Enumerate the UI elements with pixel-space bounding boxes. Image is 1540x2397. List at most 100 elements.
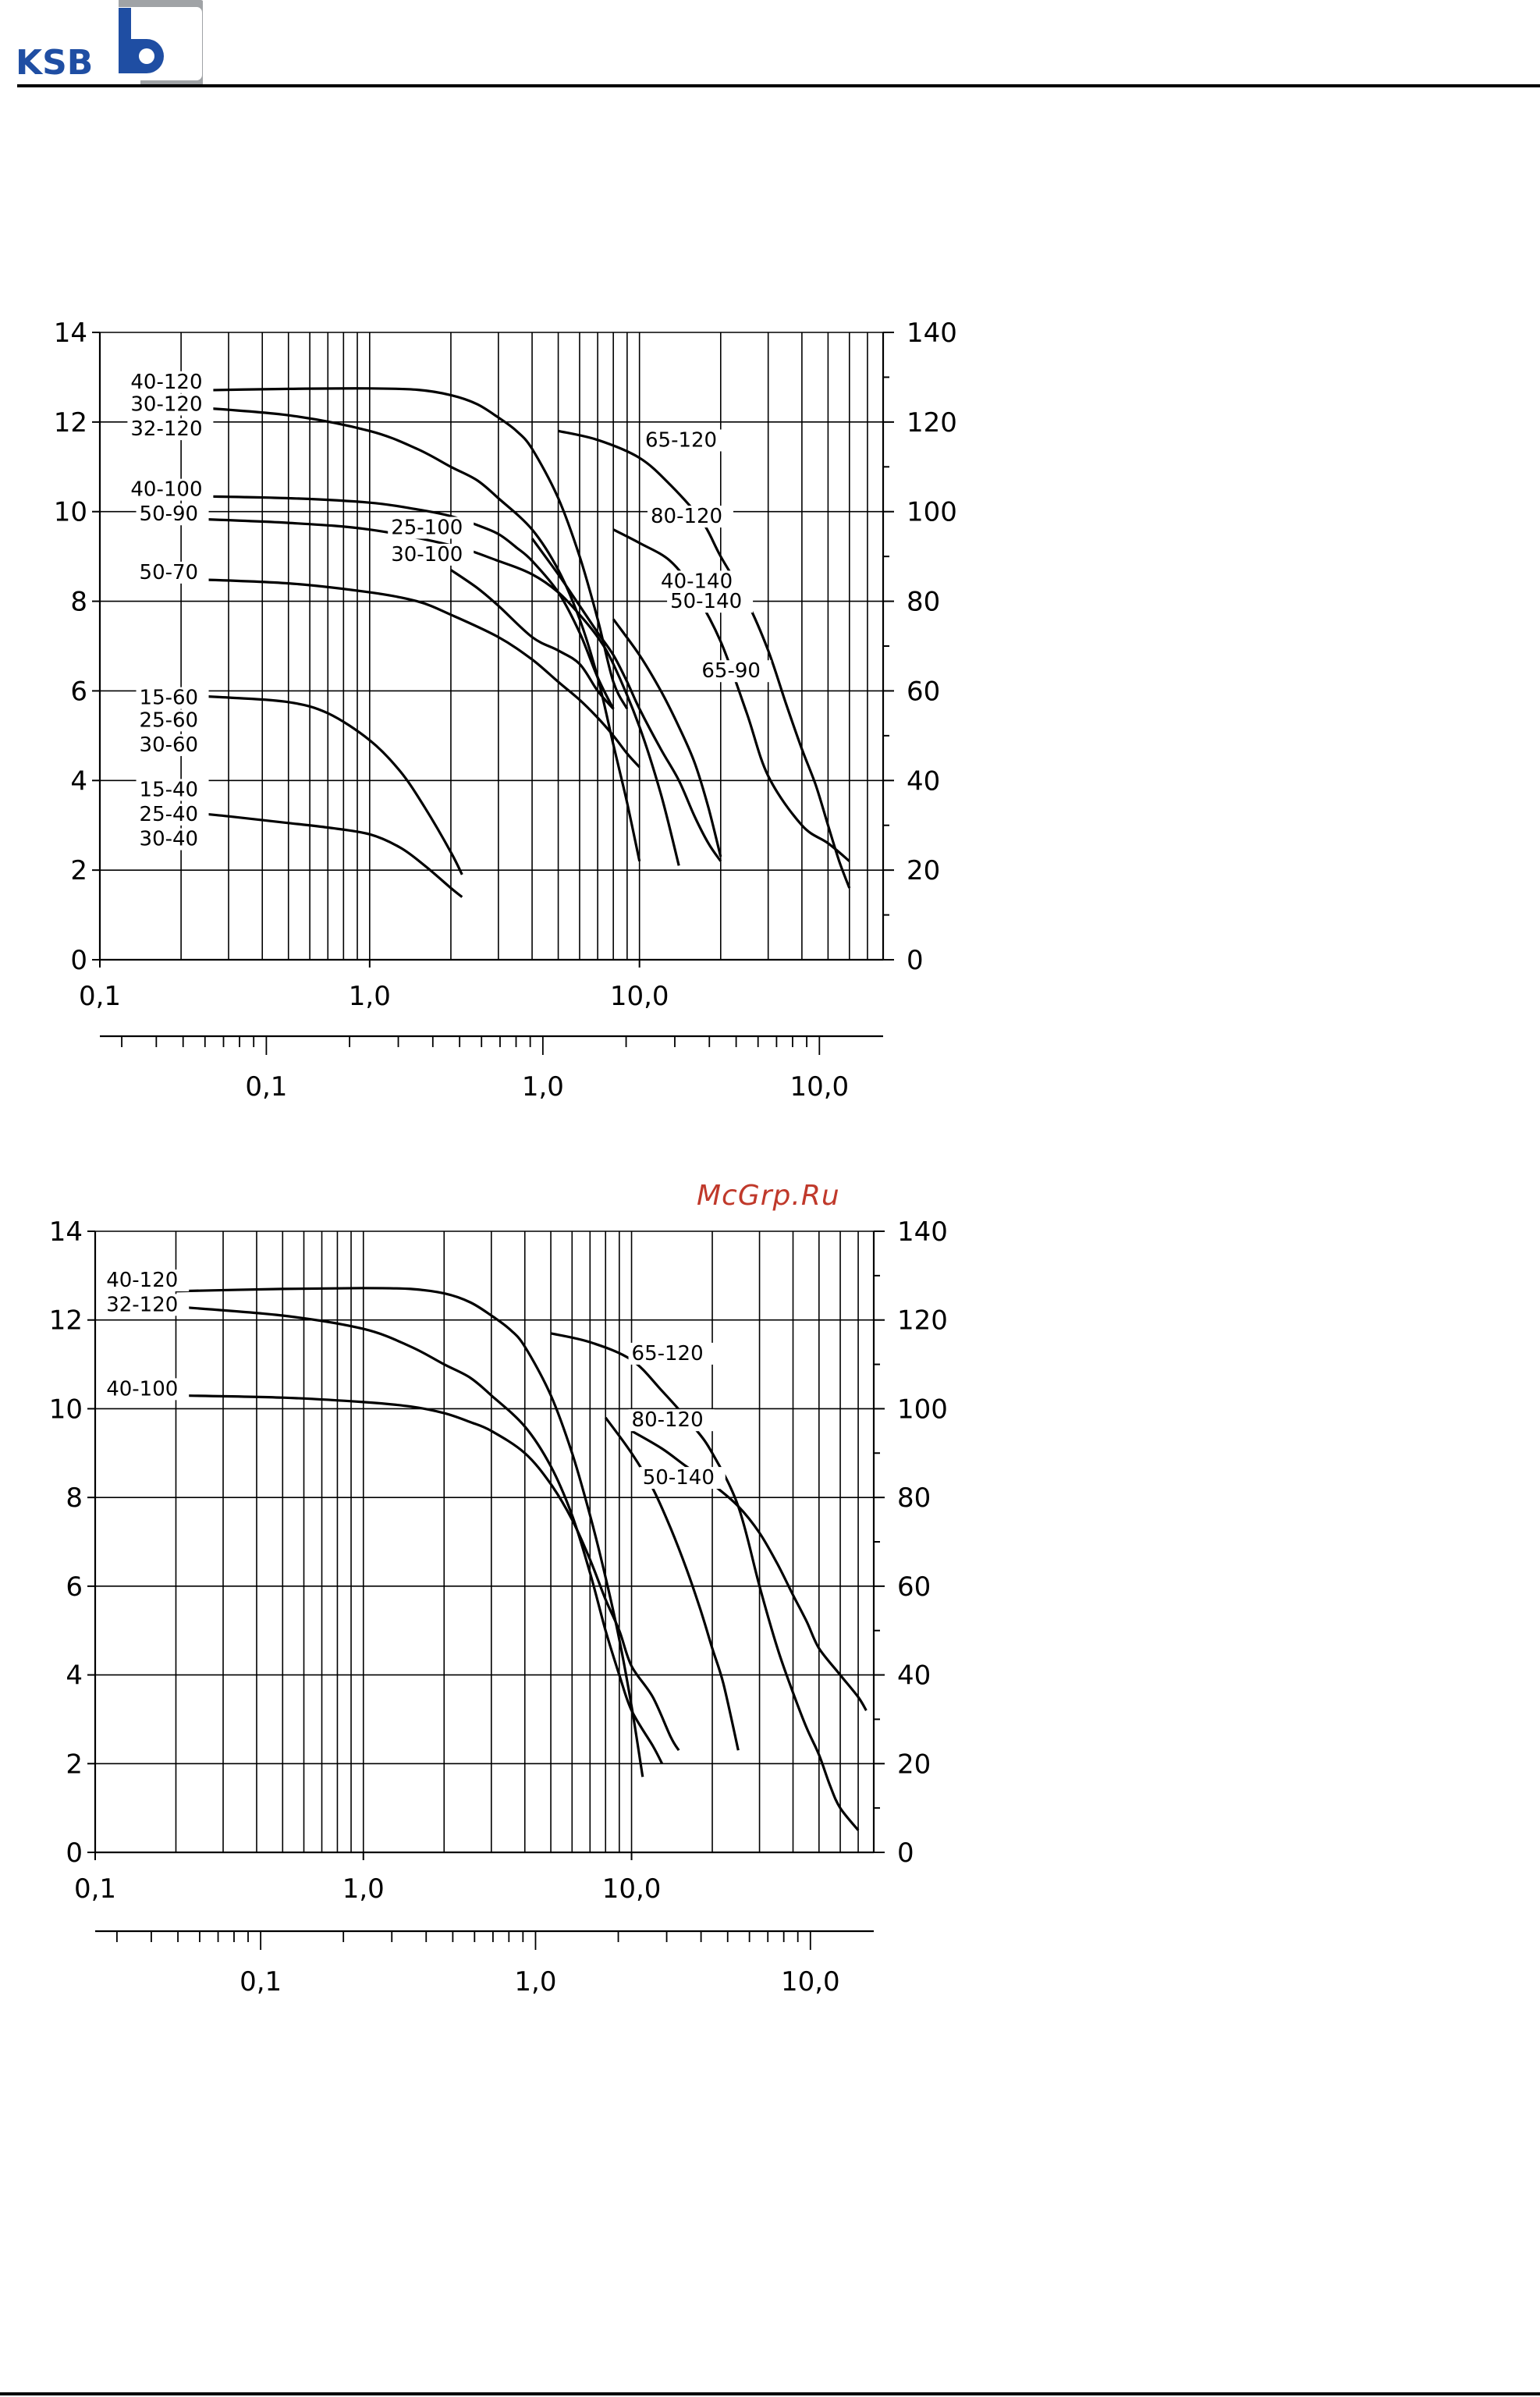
- footer-rule: [0, 2392, 1540, 2395]
- y-tick-label: 4: [70, 765, 87, 797]
- curve-label: 40-120: [130, 371, 202, 394]
- curve-label: 40-140: [661, 570, 733, 593]
- curve-label: 40-100: [130, 478, 202, 502]
- x-tick-label: 10,0: [602, 1873, 662, 1905]
- curve-label: 15-60: [140, 687, 199, 710]
- curve-label-bg: [136, 709, 209, 732]
- x2-tick-label: 0,1: [240, 1966, 282, 1998]
- curve-label: 30-60: [140, 733, 199, 757]
- y2-tick-label: 20: [897, 1749, 931, 1780]
- curve-label: 50-140: [643, 1466, 715, 1490]
- curve-label: 80-120: [632, 1408, 704, 1432]
- y-tick-label: 12: [54, 407, 87, 439]
- x-tick-label: 0,1: [79, 981, 121, 1012]
- curve-label-bg: [136, 803, 209, 826]
- y2-tick-label: 80: [907, 587, 940, 618]
- curve-40-120: [181, 387, 629, 710]
- y2-tick-label: 0: [897, 1838, 914, 1869]
- curve-40-100: [181, 495, 615, 710]
- curve-label-bg: [127, 478, 214, 501]
- curve-15-60-25-60-30-60: [181, 694, 463, 875]
- curve-label: 40-100: [106, 1377, 178, 1401]
- y-tick-label: 2: [66, 1749, 83, 1780]
- curve-label-bg: [698, 660, 772, 683]
- curve-label-bg: [628, 1342, 715, 1365]
- y2-tick-label: 40: [907, 765, 940, 797]
- x2-tick-label: 10,0: [781, 1966, 840, 1998]
- y-tick-label: 8: [66, 1483, 83, 1514]
- curve-label: 32-120: [106, 1293, 178, 1316]
- curve-label: 30-120: [130, 393, 202, 417]
- y-tick-label: 4: [66, 1660, 83, 1692]
- y2-tick-label: 100: [897, 1394, 948, 1425]
- grid: [100, 332, 883, 960]
- y2-tick-label: 60: [907, 676, 940, 707]
- curve-50-140: [630, 1429, 868, 1711]
- curve-label-bg: [103, 1378, 190, 1401]
- curve-label: 25-100: [391, 516, 463, 539]
- curve-label: 50-140: [670, 590, 742, 613]
- curve-label: 65-90: [701, 659, 761, 683]
- curve-80-120: [612, 528, 850, 862]
- x2-tick-label: 1,0: [522, 1071, 564, 1103]
- y2-tick-label: 140: [907, 318, 957, 349]
- curve-15-40-25-40-30-40: [180, 810, 463, 898]
- y-tick-label: 10: [54, 497, 87, 528]
- curve-label: 15-40: [140, 778, 199, 801]
- curve-label: 25-60: [140, 708, 199, 732]
- x-tick-label: 0,1: [74, 1873, 116, 1905]
- y-tick-label: 0: [70, 945, 87, 976]
- curve-label-bg: [667, 591, 754, 613]
- y2-tick-label: 140: [897, 1216, 948, 1248]
- curve-50-70: [181, 577, 640, 769]
- curve-65-90: [612, 618, 722, 858]
- curve-label-bg: [136, 779, 209, 801]
- curve-25-100-30-100: [450, 569, 615, 710]
- curve-40-100: [176, 1394, 680, 1752]
- curve-label: 32-120: [130, 417, 202, 441]
- y2-tick-label: 40: [897, 1660, 931, 1692]
- curve-label-bg: [388, 543, 474, 566]
- x-tick-label: 1,0: [342, 1873, 385, 1905]
- curves: [176, 1287, 868, 1831]
- curve-label: 40-120: [106, 1269, 178, 1292]
- curve-label: 50-70: [140, 561, 199, 584]
- curve-label-bg: [127, 418, 214, 441]
- curve-label: 30-40: [140, 828, 199, 851]
- watermark: McGrp.Ru: [697, 1180, 840, 1212]
- y2-tick-label: 80: [897, 1483, 931, 1514]
- curve-label-bg: [136, 561, 209, 584]
- curve-label-bg: [136, 733, 209, 756]
- curve-label-bg: [136, 687, 209, 709]
- curve-50-90: [181, 517, 680, 866]
- grid: [95, 1230, 874, 1852]
- y2-tick-label: 20: [907, 855, 940, 886]
- curve-label-bg: [658, 570, 744, 593]
- y-tick-label: 8: [70, 587, 87, 618]
- curve-32-120: [176, 1305, 664, 1765]
- y2-tick-label: 60: [897, 1571, 931, 1603]
- y-tick-label: 6: [70, 676, 87, 707]
- y2-tick-label: 0: [907, 945, 924, 976]
- curve-label-bg: [103, 1270, 190, 1292]
- x2-tick-label: 1,0: [514, 1966, 556, 1998]
- y-tick-label: 6: [66, 1571, 83, 1603]
- curve-40-140-50-140: [530, 538, 722, 862]
- curve-label-bg: [103, 1294, 190, 1316]
- curves: [180, 387, 851, 898]
- x-tick-label: 10,0: [610, 981, 669, 1012]
- curve-label: 65-120: [645, 428, 717, 452]
- y2-tick-label: 100: [907, 497, 957, 528]
- curve-label: 30-100: [391, 543, 463, 566]
- x-tick-label: 1,0: [349, 981, 391, 1012]
- y-tick-label: 14: [54, 318, 87, 349]
- curve-label-bg: [136, 828, 209, 850]
- y2-tick-label: 120: [907, 407, 957, 439]
- y-tick-label: 0: [66, 1838, 83, 1869]
- curve-label: 65-120: [632, 1342, 704, 1365]
- curve-65-120: [558, 429, 851, 889]
